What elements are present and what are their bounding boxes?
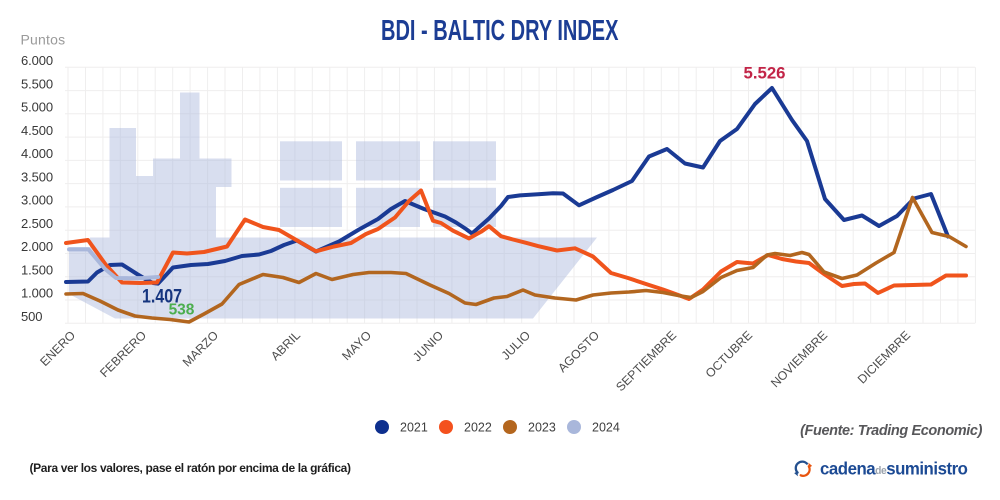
svg-text:500: 500 bbox=[21, 309, 42, 324]
svg-text:2023: 2023 bbox=[528, 421, 556, 435]
svg-text:3.000: 3.000 bbox=[21, 193, 53, 208]
svg-text:5.500: 5.500 bbox=[21, 76, 53, 91]
svg-text:2024: 2024 bbox=[592, 421, 620, 435]
svg-text:Puntos: Puntos bbox=[21, 32, 66, 48]
svg-text:3.500: 3.500 bbox=[21, 169, 53, 184]
svg-text:2.000: 2.000 bbox=[21, 239, 53, 254]
svg-text:4.000: 4.000 bbox=[21, 146, 53, 161]
svg-text:(Fuente: Trading Economic): (Fuente: Trading Economic) bbox=[800, 423, 982, 439]
svg-text:5.000: 5.000 bbox=[21, 100, 53, 115]
svg-text:BDI - BALTIC DRY INDEX: BDI - BALTIC DRY INDEX bbox=[381, 15, 619, 47]
svg-text:cadenadesuministro: cadenadesuministro bbox=[820, 458, 967, 479]
svg-text:1.500: 1.500 bbox=[21, 262, 53, 277]
svg-text:4.500: 4.500 bbox=[21, 123, 53, 138]
svg-text:2.500: 2.500 bbox=[21, 216, 53, 231]
svg-text:6.000: 6.000 bbox=[21, 53, 53, 68]
svg-text:5.526: 5.526 bbox=[744, 64, 786, 83]
svg-text:2022: 2022 bbox=[464, 421, 492, 435]
svg-text:(Para ver los valores, pase el: (Para ver los valores, pase el ratón por… bbox=[30, 461, 351, 475]
svg-text:1.000: 1.000 bbox=[21, 286, 53, 301]
svg-text:538: 538 bbox=[169, 302, 195, 319]
svg-text:1.407: 1.407 bbox=[142, 287, 182, 308]
svg-text:2021: 2021 bbox=[400, 421, 428, 435]
